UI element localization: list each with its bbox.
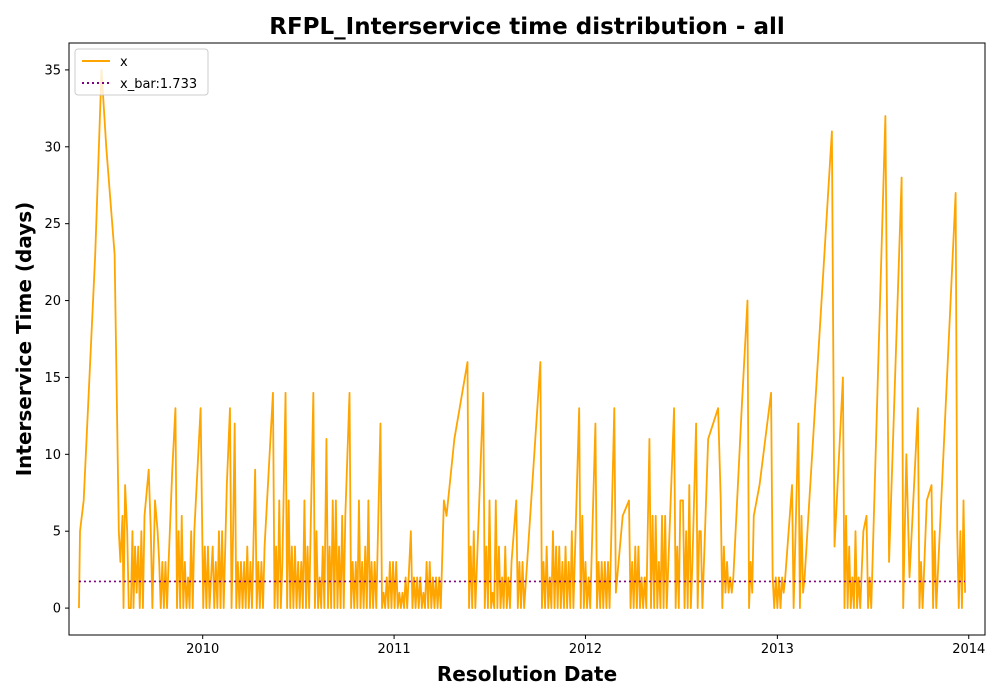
y-axis-label: Interservice Time (days) (12, 202, 36, 477)
legend-label-x: x (120, 55, 128, 70)
series-line-x (78, 69, 966, 609)
x-axis: 2010 2011 2012 2013 2014 (186, 635, 985, 657)
x-tick-label: 2011 (378, 642, 411, 657)
y-tick-label: 20 (44, 294, 61, 309)
plot-area (68, 42, 986, 636)
plot-frame (68, 42, 986, 636)
x-tick-label: 2014 (952, 642, 985, 657)
legend-label-x-bar: x_bar:1.733 (120, 77, 197, 92)
y-axis: 0 5 10 15 20 25 30 35 (44, 63, 69, 617)
x-tick-label: 2010 (186, 642, 219, 657)
x-axis-label: Resolution Date (437, 662, 617, 686)
legend: x x_bar:1.733 (74, 48, 209, 96)
plot-background (69, 43, 985, 635)
y-tick-label: 5 (53, 525, 61, 540)
chart-title: RFPL_Interservice time distribution - al… (269, 14, 785, 40)
y-tick-label: 15 (44, 371, 61, 386)
y-tick-label: 0 (53, 602, 61, 617)
y-tick-label: 25 (44, 217, 61, 232)
x-tick-label: 2012 (569, 642, 602, 657)
series-layer (78, 69, 966, 609)
y-tick-label: 35 (44, 63, 61, 78)
y-tick-label: 30 (44, 140, 61, 155)
y-tick-label: 10 (44, 448, 61, 463)
x-tick-label: 2013 (761, 642, 794, 657)
